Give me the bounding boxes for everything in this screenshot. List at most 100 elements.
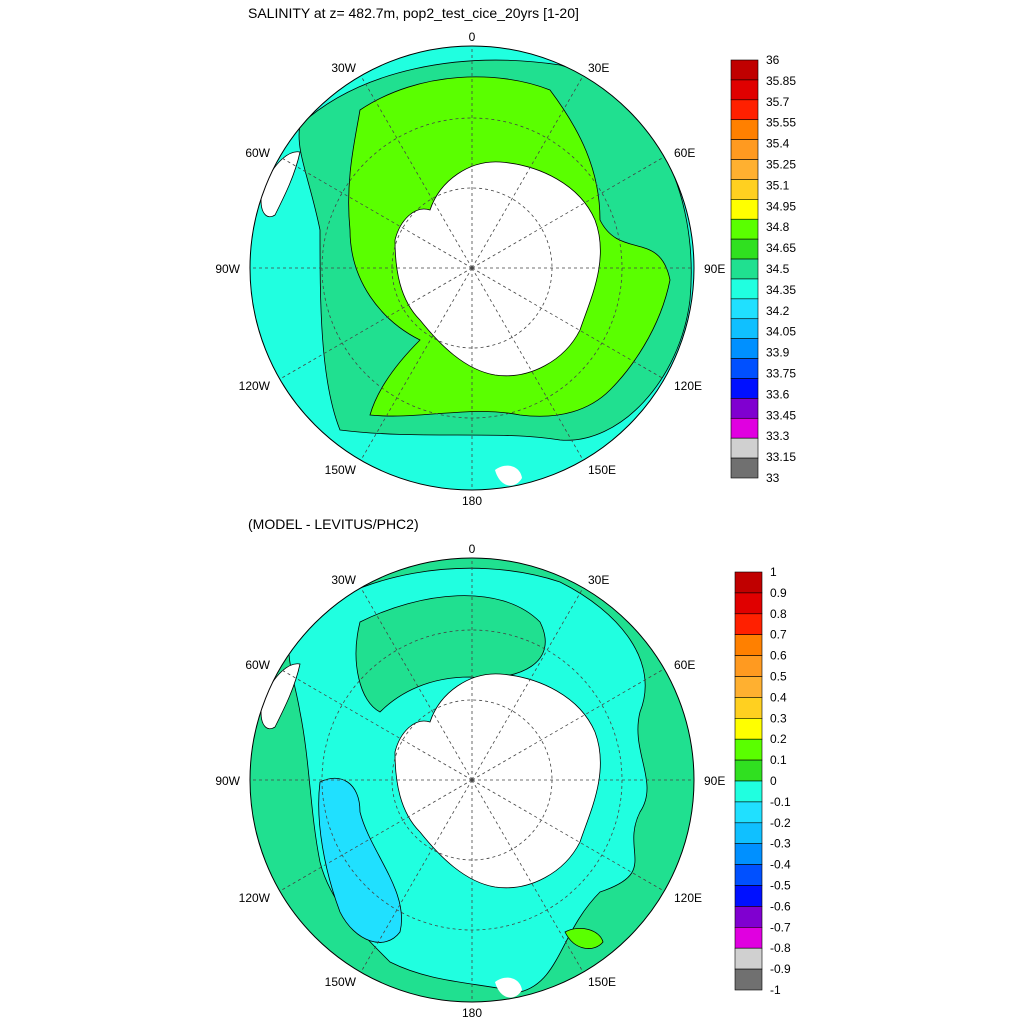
colorbar-swatch [730,437,759,459]
map-title: (MODEL - LEVITUS/PHC2) [248,516,419,532]
colorbar-tick-label: 33 [766,471,780,485]
colorbar-swatch [730,139,759,160]
colorbar-tick-label: 0.1 [770,753,787,767]
colorbar-swatch [734,738,763,761]
colorbar-tick-label: 35.85 [766,74,796,88]
colorbar-swatch [730,338,759,359]
lon-label-30w: 30W [331,61,356,75]
colorbar-swatch [734,843,763,865]
map-title: SALINITY at z= 482.7m, pop2_test_cice_20… [248,5,579,21]
lon-label-90e: 90E [704,262,725,276]
colorbar-tick-label: 33.3 [766,429,790,443]
colorbar-tick-label: -1 [770,983,781,997]
polar-map: 0 30E 60E 90E 120E 150E 180 150W 120W 90… [215,542,791,1020]
colorbar-swatch [734,676,763,698]
colorbar-swatch [734,634,763,656]
colorbar-tick-label: -0.2 [770,816,791,830]
colorbar-tick-label: -0.1 [770,795,791,809]
lon-label-180: 180 [462,494,482,508]
lon-label-90e: 90E [704,774,725,788]
colorbar-swatch [734,885,763,907]
lon-label-120e: 120E [674,891,702,905]
colorbar-tick-label: 33.15 [766,450,796,464]
colorbar-swatch [730,417,759,439]
colorbar-tick-label: 34.5 [766,262,790,276]
lon-label-150e: 150E [588,463,616,477]
lon-label-120e: 120E [674,379,702,393]
lon-label-30e: 30E [588,573,609,587]
colorbar-tick-label: 0.2 [770,732,787,746]
colorbar-swatch [734,864,763,886]
lon-label-60e: 60E [674,146,695,160]
colorbar: 36 35.85 35.7 35.55 35.4 35.25 35.1 34.95 34.8 34… [730,53,796,485]
colorbar-tick-label: -0.3 [770,837,791,851]
colorbar-tick-label: 35.4 [766,137,790,151]
lon-label-30e: 30E [588,61,609,75]
colorbar-tick-label: 0.3 [770,711,787,725]
colorbar-swatch [730,159,759,180]
colorbar-tick-label: 34.95 [766,199,796,213]
polar-map: 0 30E 60E 90E 120E 150E 180 150W 120W 90… [215,30,796,508]
colorbar-swatch [734,718,763,740]
colorbar-tick-label: 34.2 [766,304,790,318]
colorbar-tick-label: 35.25 [766,158,796,172]
lon-label-30w: 30W [331,573,356,587]
colorbar-swatch [734,655,763,677]
colorbar-swatch [734,780,763,803]
ocean-low-fill [318,777,402,943]
colorbar-tick-label: -0.8 [770,941,791,955]
colorbar-swatch [730,238,759,260]
colorbar-tick-label: 35.1 [766,178,790,192]
colorbar-swatch [730,199,759,220]
colorbar-tick-label: -0.6 [770,899,791,913]
positive-anomaly [564,928,604,949]
colorbar-tick-label: 34.35 [766,283,796,297]
colorbar-tick-label: -0.9 [770,962,791,976]
colorbar-tick-label: 0.7 [770,628,787,642]
colorbar-tick-label: 0.6 [770,649,787,663]
colorbar-tick-label: -0.7 [770,920,791,934]
colorbar-swatch [730,378,759,399]
lon-label-180: 180 [462,1006,482,1020]
colorbar-swatch [734,926,763,949]
colorbar-swatch [730,218,759,240]
colorbar-swatch [730,79,759,101]
lon-label-150w: 150W [325,975,357,989]
colorbar-swatch [730,278,759,300]
colorbar-tick-label: -0.4 [770,858,791,872]
land-patch [495,977,522,998]
colorbar-tick-label: 35.55 [766,116,796,130]
colorbar-swatch [730,119,759,140]
lon-label-120w: 120W [239,891,271,905]
colorbar-swatch [730,318,759,339]
colorbar-tick-label: 33.9 [766,346,790,360]
colorbar-tick-label: 0.8 [770,607,787,621]
lon-label-60w: 60W [245,658,270,672]
lon-label-0: 0 [469,30,476,44]
colorbar-tick-label: 36 [766,53,780,67]
colorbar-tick-label: 0.4 [770,690,787,704]
colorbar-swatch [734,571,763,594]
lon-label-90w: 90W [215,774,240,788]
colorbar-tick-label: 0.9 [770,586,787,600]
colorbar-tick-label: 0 [770,774,777,788]
colorbar: 1 0.9 0.8 0.7 0.6 0.5 0.4 0.3 0.2 0.1 0 -0.1 -0.2 -0.… [734,565,791,997]
colorbar-swatch [734,759,763,782]
colorbar-tick-label: -0.5 [770,879,791,893]
colorbar-tick-label: 1 [770,565,777,579]
colorbar-tick-label: 33.6 [766,387,790,401]
colorbar-tick-label: 0.5 [770,670,787,684]
colorbar-swatch [734,968,763,991]
colorbar-swatch [730,258,759,280]
colorbar-tick-label: 34.65 [766,241,796,255]
lon-label-120w: 120W [239,379,271,393]
lon-label-60w: 60W [245,146,270,160]
colorbar-swatch [730,298,759,320]
colorbar-swatch [734,906,763,928]
lon-label-0: 0 [469,542,476,556]
colorbar-swatch [730,99,759,121]
colorbar-tick-label: 33.45 [766,408,796,422]
colorbar-swatch [730,179,759,200]
colorbar-swatch [730,398,759,419]
colorbar-swatch [734,592,763,615]
